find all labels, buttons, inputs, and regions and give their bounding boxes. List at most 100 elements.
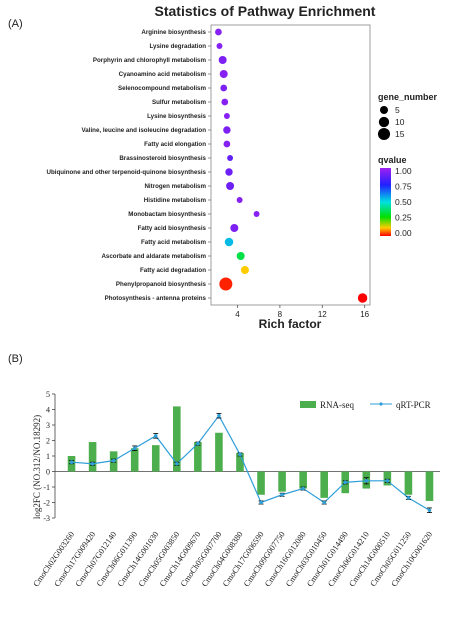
- point-1: [216, 43, 223, 49]
- point-11: [226, 182, 235, 190]
- point-16: [236, 252, 245, 260]
- pathway-label-19: Photosynthesis - antenna proteins: [105, 295, 207, 302]
- point-3: [219, 70, 228, 78]
- pathway-label-5: Sulfur metabolism: [152, 99, 206, 106]
- bar-15: [383, 471, 392, 486]
- qvalue-legend-title: qvalue: [378, 155, 407, 165]
- qvalue-tick-3: 0.25: [395, 213, 412, 223]
- size-legend-label-0: 5: [395, 105, 400, 115]
- bar-6: [194, 442, 202, 472]
- plot-frame: [210, 24, 371, 306]
- chart-b-legend: RNA-seq qRT-PCR: [300, 400, 431, 410]
- qrtpcr-point-12: [322, 500, 326, 505]
- bar-4: [151, 445, 160, 472]
- bar-8: [236, 452, 244, 472]
- bar-16: [404, 471, 413, 495]
- pathway-label-17: Fatty acid degradation: [140, 267, 206, 274]
- pathway-label-14: Fatty acid biosynthesis: [138, 225, 207, 232]
- point-15: [224, 237, 234, 247]
- qrtpcr-point-2: [111, 458, 116, 463]
- chart-a-xlabel: Rich factor: [259, 317, 322, 331]
- point-7: [223, 126, 231, 134]
- qvalue-tick-2: 0.50: [395, 197, 412, 207]
- rnaseq-qrtpcr-chart: -3-2-1012345CmoCh02G003260CmoCh17G009420…: [32, 390, 440, 588]
- chart-a-title: Statistics of Pathway Enrichment: [155, 3, 376, 19]
- point-4: [220, 84, 228, 92]
- qrtpcr-line: [71, 414, 430, 511]
- qvalue-legend: qvalue 1.00 0.75 0.50 0.25 0.00: [378, 155, 412, 238]
- bar-12: [320, 471, 328, 498]
- size-legend-dot-1: [378, 116, 390, 128]
- qvalue-colorbar: [380, 168, 391, 236]
- chart-b-ylabel: log2FC (NO.312/NO.18292): [32, 415, 42, 519]
- qrtpcr-point-8: [238, 452, 242, 457]
- point-6: [223, 113, 230, 119]
- pathway-label-9: Brassinosteroid biosynthesis: [119, 155, 206, 162]
- pathway-label-4: Selenocompound metabolism: [118, 85, 207, 92]
- qrtpcr-point-11: [301, 486, 305, 491]
- y-tick-label-5: 2: [46, 437, 50, 446]
- pathway-label-8: Fatty acid elongation: [144, 141, 206, 148]
- bar-5: [173, 406, 181, 472]
- qrtpcr-point-15: [385, 479, 390, 483]
- y-tick-label-4: 1: [46, 452, 50, 461]
- qrtpcr-point-3: [132, 446, 137, 451]
- qvalue-tick-1: 0.75: [395, 182, 412, 192]
- pathway-label-15: Fatty acid metabolism: [141, 239, 206, 246]
- x-tick-label-0: 4: [235, 310, 240, 319]
- pathway-label-13: Monobactam biosynthesis: [128, 211, 206, 218]
- legend-swatch-rnaseq: [300, 401, 316, 408]
- pathway-label-1: Lysine degradation: [150, 43, 207, 50]
- y-tick-label-7: 4: [46, 406, 50, 415]
- pathway-label-18: Phenylpropanoid biosynthesis: [116, 281, 207, 288]
- pathway-label-10: Ubiquinone and other terpenoid-quinone b…: [46, 169, 206, 176]
- panel-b-label: (B): [8, 353, 23, 365]
- size-legend-label-2: 15: [395, 129, 405, 139]
- qvalue-tick-4: 0.00: [395, 228, 412, 238]
- point-17: [240, 266, 249, 274]
- qrtpcr-point-4: [153, 434, 158, 438]
- x-tick-label-1: 8: [278, 310, 283, 319]
- pathway-label-3: Cyanoamino acid metabolism: [119, 71, 207, 78]
- point-8: [223, 140, 231, 148]
- size-legend-label-1: 10: [395, 117, 405, 127]
- bar-7: [215, 432, 223, 472]
- gene-number-legend: gene_number 5 10 15: [377, 92, 438, 141]
- pathway-label-7: Valine, leucine and isoleucine degradati…: [82, 127, 207, 134]
- point-9: [227, 155, 234, 161]
- qrtpcr-point-13: [343, 480, 348, 485]
- y-tick-label-3: 0: [46, 468, 50, 477]
- point-18: [219, 277, 233, 291]
- point-14: [230, 224, 239, 232]
- legend-marker-qrtpcr: [379, 402, 383, 406]
- point-19: [357, 293, 368, 303]
- gene-number-legend-title: gene_number: [378, 92, 438, 102]
- qrtpcr-point-1: [90, 461, 95, 466]
- y-tick-label-8: 5: [46, 390, 50, 399]
- y-tick-label-2: -1: [43, 483, 50, 492]
- qrtpcr-point-10: [280, 492, 284, 497]
- point-0: [215, 28, 222, 36]
- x-tick-label-3: 16: [360, 310, 369, 319]
- y-tick-label-0: -3: [43, 514, 50, 523]
- size-legend-dot-0: [380, 106, 388, 114]
- point-13: [253, 211, 260, 217]
- legend-label-qrtpcr: qRT-PCR: [396, 400, 431, 410]
- pathway-label-6: Lysine biosynthesis: [147, 113, 206, 120]
- size-legend-dot-2: [377, 127, 391, 141]
- bar-9: [257, 471, 265, 495]
- qrtpcr-point-16: [406, 496, 411, 500]
- qrtpcr-point-14: [364, 479, 369, 483]
- qrtpcr-point-6: [196, 441, 200, 446]
- legend-label-rnaseq: RNA-seq: [320, 400, 354, 410]
- bar-3: [130, 448, 139, 472]
- qvalue-tick-0: 1.00: [395, 166, 412, 176]
- enrichment-bubble-chart: 4 8 12 16 Arginine biosynthesis Lysine degrad…: [46, 24, 371, 319]
- point-10: [225, 168, 233, 176]
- bar-11: [299, 471, 307, 489]
- pathway-label-0: Arginine biosynthesis: [141, 29, 206, 36]
- pathway-label-12: Histidine metabolism: [144, 197, 207, 204]
- qrtpcr-point-17: [427, 508, 432, 513]
- y-tick-label-6: 3: [46, 421, 50, 430]
